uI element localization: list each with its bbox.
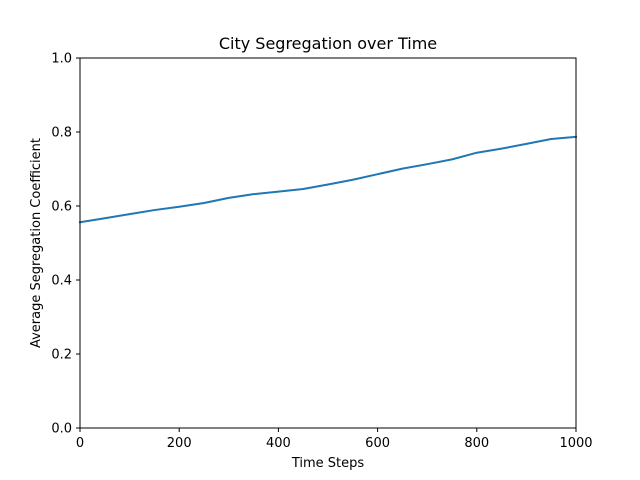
y-tick-label: 0.6 bbox=[51, 200, 72, 215]
y-tick-label: 0.2 bbox=[51, 348, 72, 363]
series-line-0 bbox=[78, 135, 578, 224]
y-tick-label: 0.0 bbox=[51, 422, 72, 437]
y-tick-label: 0.4 bbox=[51, 274, 72, 289]
axes-frame bbox=[79, 57, 577, 429]
y-tick-label: 0.8 bbox=[51, 126, 72, 141]
x-tick-label: 800 bbox=[464, 436, 489, 451]
x-tick-label: 400 bbox=[266, 436, 291, 451]
plot-area: 0 200 400 600 800 1000 0.0 0.2 0.4 0.6 0.8 1.0 bbox=[51, 52, 592, 452]
y-tick-label: 1.0 bbox=[51, 52, 72, 67]
plot-background bbox=[80, 58, 576, 428]
x-tick-label: 600 bbox=[365, 436, 390, 451]
x-tick-label: 200 bbox=[167, 436, 192, 451]
x-axis-label: Time Steps bbox=[291, 456, 365, 471]
x-tick-label: 0 bbox=[76, 436, 84, 451]
y-axis-label: Average Segregation Coefficient bbox=[29, 138, 44, 348]
x-tick-label: 1000 bbox=[559, 436, 592, 451]
chart-title: City Segregation over Time bbox=[219, 34, 437, 53]
